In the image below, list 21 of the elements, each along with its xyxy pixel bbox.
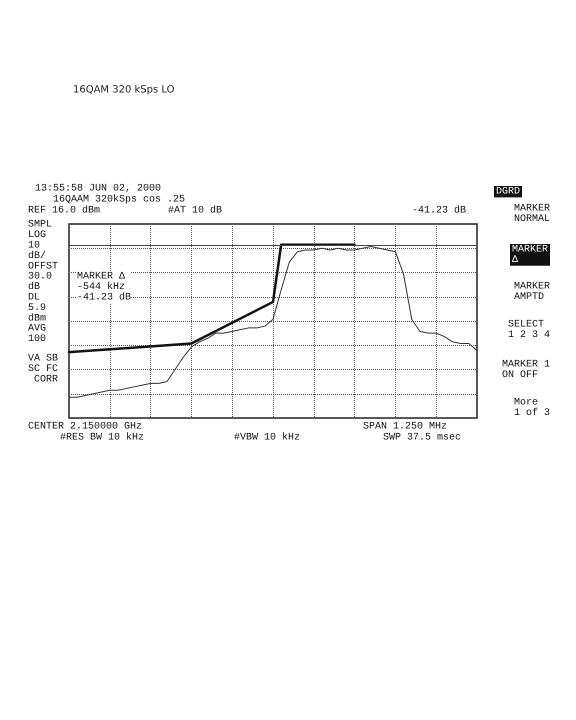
text: MARKER Δ	[512, 244, 548, 266]
text: DGRD	[496, 186, 520, 198]
text: 16QAAM 320kSps cos .25	[53, 194, 186, 206]
text: SELECT 1 2 3 4	[508, 320, 550, 342]
text: MARKER AMPTD	[514, 282, 550, 304]
text: MARKER NORMAL	[514, 204, 550, 226]
text: #VBW 10 kHz	[234, 432, 300, 444]
text: MARKER 1 ON OFF	[502, 360, 550, 382]
text: More 1 of 3	[514, 398, 550, 420]
text: CENTER 2.150000 GHz	[28, 422, 142, 433]
text: 13:55:58 JUN 02, 2000	[35, 184, 162, 195]
text: SWP 37.5 msec	[383, 432, 462, 444]
text: #RES BW 10 kHz	[60, 432, 144, 444]
text: -41.23 dB	[412, 204, 466, 217]
text: SMPL LOG 10 dB/ OFFST 30.0 dB DL 5.9 dBm AVG 100	[28, 220, 58, 346]
text: #AT 10 dB	[168, 204, 222, 217]
text: SPAN 1.250 MHz	[363, 422, 448, 433]
text: REF 16.0 dBm	[28, 204, 100, 217]
text: VA SB SC FC CORR	[28, 354, 58, 386]
chart-title: 16QAM 320 kSps LO	[73, 84, 175, 96]
annotation: MARKER Δ -544 kHz -41.23 dB	[77, 272, 132, 304]
